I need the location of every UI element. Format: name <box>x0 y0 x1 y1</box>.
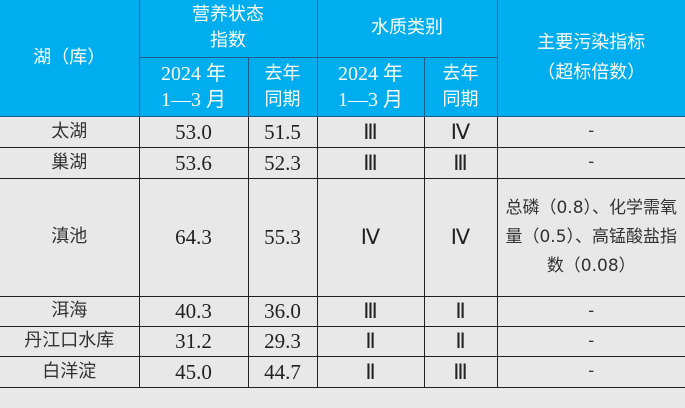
lake-name: 巢湖 <box>0 146 140 179</box>
lake-name: 滇池 <box>0 177 140 297</box>
class-last-year: Ⅱ <box>423 295 498 327</box>
table-row: 洱海 40.3 36.0 Ⅲ Ⅱ - <box>0 295 685 327</box>
lake-name: 白洋淀 <box>0 355 140 388</box>
tsi-last-year: 52.3 <box>247 146 318 179</box>
header-tsi-last-year: 去年 同期 <box>247 57 318 117</box>
lake-name: 丹江口水库 <box>0 325 140 357</box>
pollutants: - <box>496 295 685 327</box>
header-pollutants: 主要污染指标 （超标倍数） <box>496 0 685 117</box>
table-row: 滇池 64.3 55.3 Ⅳ Ⅳ 总磷（0.8）、化学需氧量（0.5）、高锰酸盐指数（0.… <box>0 177 685 297</box>
tsi-last-year: 44.7 <box>247 355 318 388</box>
tsi-2024: 64.3 <box>138 177 249 297</box>
class-last-year: Ⅲ <box>423 355 498 388</box>
lake-name: 太湖 <box>0 115 140 148</box>
tsi-last-year: 29.3 <box>247 325 318 357</box>
class-last-year: Ⅳ <box>423 177 498 297</box>
table-row: 白洋淀 45.0 44.7 Ⅱ Ⅲ - <box>0 355 685 388</box>
class-2024: Ⅳ <box>316 177 425 297</box>
pollutants: 总磷（0.8）、化学需氧量（0.5）、高锰酸盐指数（0.08） <box>496 177 685 297</box>
tsi-2024: 53.0 <box>138 115 249 148</box>
table-row: 丹江口水库 31.2 29.3 Ⅱ Ⅱ - <box>0 325 685 357</box>
tsi-last-year: 55.3 <box>247 177 318 297</box>
class-2024: Ⅲ <box>316 295 425 327</box>
pollutants: - <box>496 325 685 357</box>
tsi-last-year: 36.0 <box>247 295 318 327</box>
class-2024: Ⅲ <box>316 115 425 148</box>
tsi-last-year: 51.5 <box>247 115 318 148</box>
pollutants: - <box>496 355 685 388</box>
header-trophic-index: 营养状态 指数 <box>138 0 318 58</box>
tsi-2024: 53.6 <box>138 146 249 179</box>
header-class-last-year: 去年 同期 <box>423 57 497 117</box>
table-row: 巢湖 53.6 52.3 Ⅲ Ⅲ - <box>0 146 685 179</box>
class-2024: Ⅲ <box>316 146 425 179</box>
class-last-year: Ⅲ <box>423 146 498 179</box>
lake-water-quality-table: 湖（库） 营养状态 指数 水质类别 主要污染指标 （超标倍数） 2024 年 1… <box>0 0 685 388</box>
tsi-2024: 40.3 <box>138 295 249 327</box>
header-tsi-2024: 2024 年 1—3 月 <box>139 57 249 117</box>
header-water-class: 水质类别 <box>316 0 498 58</box>
pollutants: - <box>496 115 685 148</box>
tsi-2024: 45.0 <box>138 355 249 388</box>
tsi-2024: 31.2 <box>138 325 249 357</box>
class-2024: Ⅱ <box>316 325 425 357</box>
pollutants: - <box>496 146 685 179</box>
class-2024: Ⅱ <box>316 355 425 388</box>
class-last-year: Ⅳ <box>423 115 498 148</box>
lake-name: 洱海 <box>0 295 140 327</box>
header-lake: 湖（库） <box>0 0 140 117</box>
header-class-2024: 2024 年 1—3 月 <box>316 57 425 117</box>
table-row: 太湖 53.0 51.5 Ⅲ Ⅳ - <box>0 115 685 148</box>
class-last-year: Ⅱ <box>423 325 498 357</box>
